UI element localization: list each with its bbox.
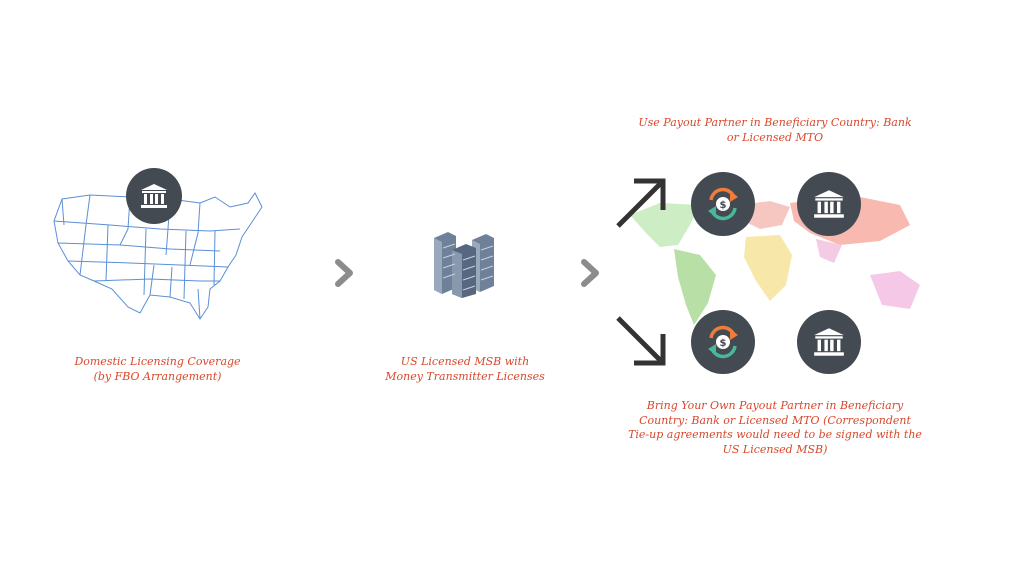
middle-caption: US Licensed MSB with Money Transmitter L… bbox=[385, 355, 545, 383]
chevron-right-icon bbox=[333, 258, 357, 288]
dollar-exchange-icon: $ bbox=[691, 172, 755, 236]
office-buildings-icon bbox=[428, 228, 500, 298]
bottom-right-caption: Bring Your Own Payout Partner in Benefic… bbox=[628, 399, 922, 456]
chevron-right-icon bbox=[579, 258, 603, 288]
bank-icon bbox=[797, 172, 861, 236]
world-map bbox=[620, 185, 950, 335]
arrow-down-right-icon bbox=[612, 314, 668, 368]
top-right-caption: Use Payout Partner in Beneficiary Countr… bbox=[638, 116, 912, 144]
bank-icon bbox=[126, 168, 182, 224]
arrow-up-right-icon bbox=[612, 176, 668, 230]
dollar-exchange-icon: $ bbox=[691, 310, 755, 374]
left-caption: Domestic Licensing Coverage (by FBO Arra… bbox=[74, 355, 241, 383]
svg-text:$: $ bbox=[720, 200, 727, 211]
us-map bbox=[50, 185, 265, 325]
bank-icon bbox=[797, 310, 861, 374]
svg-text:$: $ bbox=[720, 338, 727, 349]
